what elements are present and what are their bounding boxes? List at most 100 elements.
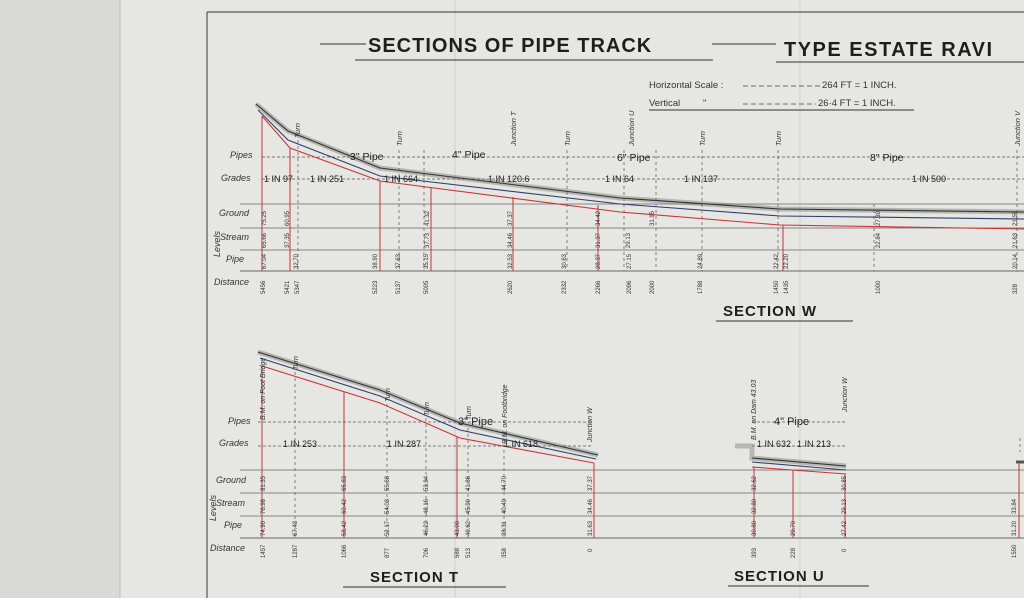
section-w-caption: SECTION W bbox=[723, 303, 817, 320]
pipe-label: 3" Pipe bbox=[350, 151, 384, 163]
stream-level: 32.80 bbox=[752, 498, 758, 514]
ground-line bbox=[255, 103, 1024, 213]
stream-line bbox=[259, 357, 597, 460]
stream-level: 65.66 bbox=[262, 232, 268, 248]
pipe-level: 58.42 bbox=[342, 520, 348, 536]
distance-value: 5137 bbox=[396, 280, 402, 294]
ground-line bbox=[751, 457, 847, 467]
row-label-distance: Distance bbox=[210, 543, 245, 553]
pipe-level: 67.04 bbox=[262, 253, 268, 269]
distance-value: 228 bbox=[791, 547, 797, 558]
distance-value: 5456 bbox=[261, 280, 267, 294]
distance-value: 328 bbox=[1013, 283, 1019, 294]
pipe-level: 31.20 bbox=[1012, 520, 1018, 536]
horizontal-scale-label: Horizontal Scale : bbox=[649, 80, 723, 91]
row-label-ground: Ground bbox=[219, 208, 250, 218]
distance-value: 706 bbox=[424, 547, 430, 558]
stream-level: 22.84 bbox=[876, 232, 882, 248]
distance-value: 1788 bbox=[698, 280, 704, 294]
pipe-level: 38.31 bbox=[502, 520, 508, 536]
row-label-stream: Stream bbox=[216, 498, 246, 508]
stream-line bbox=[751, 461, 847, 471]
distance-value: 2332 bbox=[562, 280, 568, 294]
section-u-caption: SECTION U bbox=[734, 568, 825, 585]
pipe-level: 22.20 bbox=[784, 253, 790, 269]
vertical-scale-value: 26·4 FT = 1 INCH. bbox=[818, 98, 896, 109]
section-t: Pipes Grades Ground Stream Pipe Distance… bbox=[208, 349, 1024, 588]
marker-label: B.M. on Foot Bridge bbox=[260, 358, 267, 420]
stream-level: 76.98 bbox=[261, 498, 267, 514]
grade-label: 1 IN 664 bbox=[384, 174, 418, 184]
section-t-caption: SECTION T bbox=[370, 569, 459, 586]
ground-level: 41.86 bbox=[466, 475, 472, 491]
ground-level: 31.95 bbox=[650, 210, 656, 226]
distance-value: 358 bbox=[502, 547, 508, 558]
pipe-level: 30.63 bbox=[562, 253, 568, 269]
stream-level: 29.13 bbox=[626, 232, 632, 248]
pipe-label: 3" Pipe bbox=[458, 416, 493, 428]
distance-value: 0 bbox=[842, 548, 848, 552]
grade-label: 1 IN 213 bbox=[797, 439, 831, 449]
ground-line bbox=[257, 351, 599, 456]
ground-level: 75.25 bbox=[262, 210, 268, 226]
marker-label: Turn bbox=[774, 131, 783, 146]
distance-value: 588 bbox=[455, 547, 461, 558]
distance-value: 2096 bbox=[627, 280, 633, 294]
pipe-level: 32.70 bbox=[294, 253, 300, 269]
distance-value: 1450 bbox=[774, 280, 780, 294]
pipe-level: 67.43 bbox=[293, 520, 299, 536]
ground-level: 34.42 bbox=[596, 210, 602, 226]
distance-value: 5005 bbox=[424, 280, 430, 294]
marker-label: Turn bbox=[293, 356, 300, 370]
ground-level: 30.85 bbox=[842, 475, 848, 491]
row-label-stream: Stream bbox=[220, 232, 250, 242]
row-label-grades: Grades bbox=[221, 173, 251, 183]
stream-level: 29.13 bbox=[842, 498, 848, 514]
grade-label: 1 IN 632 bbox=[757, 439, 791, 449]
stream-line bbox=[257, 109, 1024, 220]
marker-label: Turn bbox=[466, 406, 473, 420]
pipe-label: 8" Pipe bbox=[870, 152, 904, 164]
marker-label: Junction U bbox=[627, 110, 636, 147]
row-label-pipes: Pipes bbox=[228, 416, 251, 426]
row-label-grades: Grades bbox=[219, 438, 249, 448]
marker-label: Turn bbox=[293, 123, 302, 138]
section-w: Pipes Grades Ground Stream Pipe Distance… bbox=[212, 102, 1024, 322]
distance-value: 877 bbox=[385, 547, 391, 558]
distance-value: 5421 bbox=[285, 280, 291, 294]
pipe-label: 4" Pipe bbox=[774, 416, 809, 428]
pipe-level: 52.17 bbox=[385, 520, 391, 536]
stream-level: 40.40 bbox=[502, 498, 508, 514]
ground-level: 60.95 bbox=[285, 210, 291, 226]
grade-label: 1 IN 618 bbox=[504, 439, 538, 449]
distance-value: 1435 bbox=[784, 280, 790, 294]
pipe-level: 74.90 bbox=[261, 520, 267, 536]
distance-value: 1000 bbox=[876, 280, 882, 294]
pipe-level: 24.89 bbox=[698, 253, 704, 269]
row-label-levels: Levels bbox=[212, 230, 222, 257]
pipe-level: 37.63 bbox=[396, 253, 402, 269]
pipe-label: 4" Pipe bbox=[452, 149, 486, 161]
stream-level: 48.16 bbox=[424, 498, 430, 514]
pipe-label: 6" Pipe bbox=[617, 152, 651, 164]
pipe-line bbox=[261, 365, 595, 464]
ground-level: 33.84 bbox=[1012, 498, 1018, 514]
marker-label: Turn bbox=[698, 131, 707, 146]
ground-level: 55.68 bbox=[385, 475, 391, 491]
grade-label: 1 IN 137 bbox=[684, 174, 718, 184]
pipe-level: 40.62 bbox=[466, 520, 472, 536]
grade-label: 1 IN 64 bbox=[605, 174, 634, 184]
marker-label: Junction W bbox=[842, 376, 849, 413]
stream-level: 45.90 bbox=[466, 498, 472, 514]
marker-label: Turn bbox=[563, 131, 572, 146]
distance-value: 1457 bbox=[261, 544, 267, 558]
vertical-scale-label: Vertical bbox=[649, 98, 680, 109]
pipe-level: 38.90 bbox=[373, 253, 379, 269]
ground-level: 65.83 bbox=[342, 475, 348, 491]
left-page-margin bbox=[0, 0, 120, 598]
pipe-level: 27.15 bbox=[627, 253, 633, 269]
marker-label: Junction V bbox=[1013, 110, 1022, 147]
grade-label: 1 IN 120.6 bbox=[488, 174, 530, 184]
